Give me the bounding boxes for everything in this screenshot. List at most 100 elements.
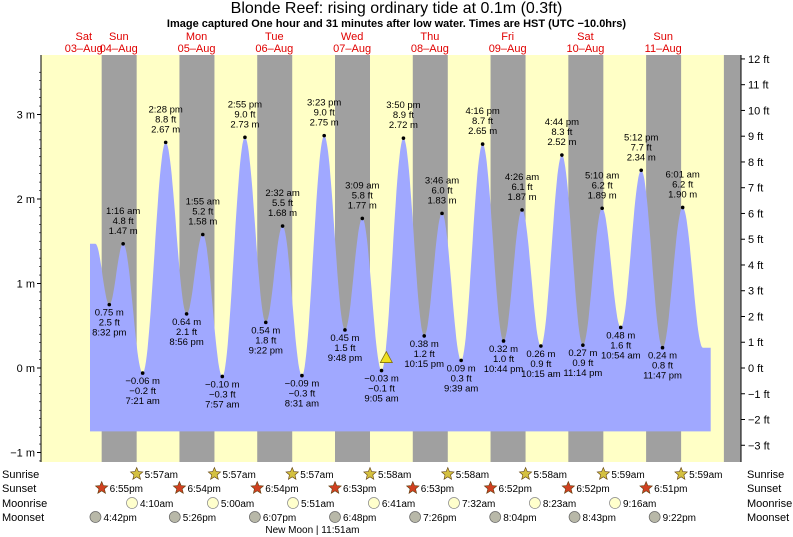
day-label-date: 03–Aug bbox=[65, 43, 103, 55]
moonrise-time: 7:32am bbox=[462, 499, 495, 510]
right-tick-label: 7 ft bbox=[748, 183, 763, 195]
tide-time-label: 8:56 pm bbox=[169, 337, 203, 348]
night-band-8 bbox=[723, 55, 741, 462]
tide-m-label: −0.10 m bbox=[205, 379, 240, 390]
tide-point bbox=[263, 320, 268, 325]
tide-time-label: 6:01 am bbox=[666, 169, 700, 180]
tide-time-label: 9:39 am bbox=[444, 383, 478, 394]
moonrise-time: 5:00am bbox=[221, 499, 254, 510]
tide-point bbox=[422, 334, 427, 338]
day-label-date: 07–Aug bbox=[333, 43, 371, 55]
tide-m-label: 1.58 m bbox=[188, 216, 217, 227]
moonset-time: 4:42pm bbox=[103, 513, 136, 524]
sunrise-time: 5:59am bbox=[689, 470, 722, 481]
sunrise-icon bbox=[207, 466, 222, 480]
sunrise-icon bbox=[518, 466, 533, 480]
moonrise-time: 5:51am bbox=[301, 499, 334, 510]
tide-ft-label: 7.7 ft bbox=[631, 142, 652, 153]
moonset-icon bbox=[249, 511, 261, 523]
moonset-time: 5:26pm bbox=[183, 513, 216, 524]
tide-point bbox=[539, 344, 543, 348]
sunset-row-label-left: Sunset bbox=[2, 483, 36, 495]
moonrise-icon bbox=[287, 497, 299, 509]
day-label-dow: Sat bbox=[76, 31, 93, 43]
day-label-date: 04–Aug bbox=[100, 43, 138, 55]
tide-m-label: 0.24 m bbox=[648, 351, 677, 362]
tide-ft-label: 5.2 ft bbox=[192, 206, 213, 217]
tide-m-label: 1.77 m bbox=[348, 200, 377, 211]
sunset-time: 6:54pm bbox=[187, 484, 220, 495]
right-tick-label: 9 ft bbox=[748, 131, 763, 143]
right-tick-label: 6 ft bbox=[748, 208, 763, 220]
tide-point bbox=[200, 232, 205, 237]
day-label-dow: Sun bbox=[653, 31, 673, 43]
moonset-icon bbox=[409, 511, 421, 523]
tide-point bbox=[401, 136, 406, 140]
moonrise-icon bbox=[529, 497, 541, 509]
tide-m-label: 0.54 m bbox=[251, 325, 280, 336]
tide-point bbox=[501, 339, 506, 343]
tide-point bbox=[480, 142, 485, 146]
moonrise-icon bbox=[448, 497, 460, 509]
tide-m-label: 1.83 m bbox=[427, 195, 456, 206]
tide-ft-label: 9.0 ft bbox=[314, 108, 335, 119]
chart-title: Blonde Reef: rising ordinary tide at 0.1… bbox=[230, 0, 563, 17]
moonset-icon bbox=[168, 511, 181, 523]
day-label-date: 05–Aug bbox=[178, 43, 216, 55]
sunrise-icon bbox=[440, 466, 455, 480]
tide-ft-label: 1.2 ft bbox=[414, 349, 435, 360]
right-tick-label: 12 ft bbox=[748, 54, 769, 66]
tide-m-label: 0.64 m bbox=[172, 317, 201, 328]
right-tick-label: 1 ft bbox=[748, 337, 763, 349]
tide-point bbox=[618, 325, 623, 330]
sunset-icon bbox=[172, 480, 187, 494]
sunset-icon bbox=[94, 480, 109, 494]
tide-m-label: 0.48 m bbox=[606, 330, 635, 341]
tide-point bbox=[379, 368, 384, 373]
sunrise-time: 5:57am bbox=[300, 470, 333, 481]
tide-ft-label: 6.2 ft bbox=[672, 179, 693, 190]
tide-time-label: 2:28 pm bbox=[149, 104, 183, 115]
tide-point bbox=[581, 343, 585, 347]
tide-point bbox=[107, 302, 112, 307]
tide-ft-label: −0.2 ft bbox=[129, 386, 156, 397]
tide-point bbox=[280, 224, 285, 228]
tide-time-label: 9:22 pm bbox=[249, 345, 283, 356]
tide-ft-label: 9.0 ft bbox=[234, 109, 255, 120]
right-tick-label: 3 ft bbox=[748, 286, 763, 298]
tide-point bbox=[300, 373, 304, 378]
new-moon-label: New Moon | 11:51am bbox=[265, 525, 359, 536]
sunrise-time: 5:57am bbox=[145, 470, 178, 481]
tide-time-label: 1:55 am bbox=[186, 196, 220, 207]
tide-time-label: 10:15 am bbox=[521, 369, 561, 380]
sunrise-icon bbox=[674, 466, 689, 480]
tide-m-label: 2.34 m bbox=[627, 152, 656, 163]
tide-m-label: 2.72 m bbox=[389, 120, 418, 131]
tide-time-label: 11:47 pm bbox=[643, 371, 682, 382]
day-labels: Sat03–AugSun04–AugMon05–AugTue06–AugWed0… bbox=[65, 31, 682, 55]
day-label-dow: Sat bbox=[577, 31, 594, 43]
tide-m-label: 0.27 m bbox=[568, 348, 597, 359]
moonrise-icon bbox=[126, 497, 138, 509]
tide-m-label: 2.67 m bbox=[151, 124, 180, 135]
tide-time-label: 10:54 am bbox=[601, 350, 641, 361]
day-label-date: 06–Aug bbox=[255, 43, 293, 55]
tide-m-label: 0.75 m bbox=[95, 308, 124, 319]
sunset-icon bbox=[405, 480, 420, 494]
tide-point bbox=[560, 153, 564, 157]
day-label-dow: Wed bbox=[341, 31, 363, 43]
left-tick-label: 2 m bbox=[17, 194, 35, 206]
sunrise-time: 5:57am bbox=[222, 470, 255, 481]
tide-ft-label: 8.8 ft bbox=[155, 114, 176, 125]
tide-ft-label: −0.1 ft bbox=[368, 384, 395, 395]
tide-m-label: −0.09 m bbox=[285, 379, 320, 390]
tide-m-label: 1.47 m bbox=[109, 226, 138, 237]
tide-point bbox=[680, 205, 685, 210]
sunset-icon bbox=[483, 480, 498, 494]
tide-ft-label: 2.5 ft bbox=[99, 318, 120, 329]
left-tick-label: 0 m bbox=[17, 363, 35, 375]
right-tick-label: 2 ft bbox=[748, 311, 763, 323]
tide-area bbox=[90, 135, 711, 432]
right-tick-label: 8 ft bbox=[748, 157, 763, 169]
tide-time-label: 5:12 pm bbox=[624, 132, 658, 143]
